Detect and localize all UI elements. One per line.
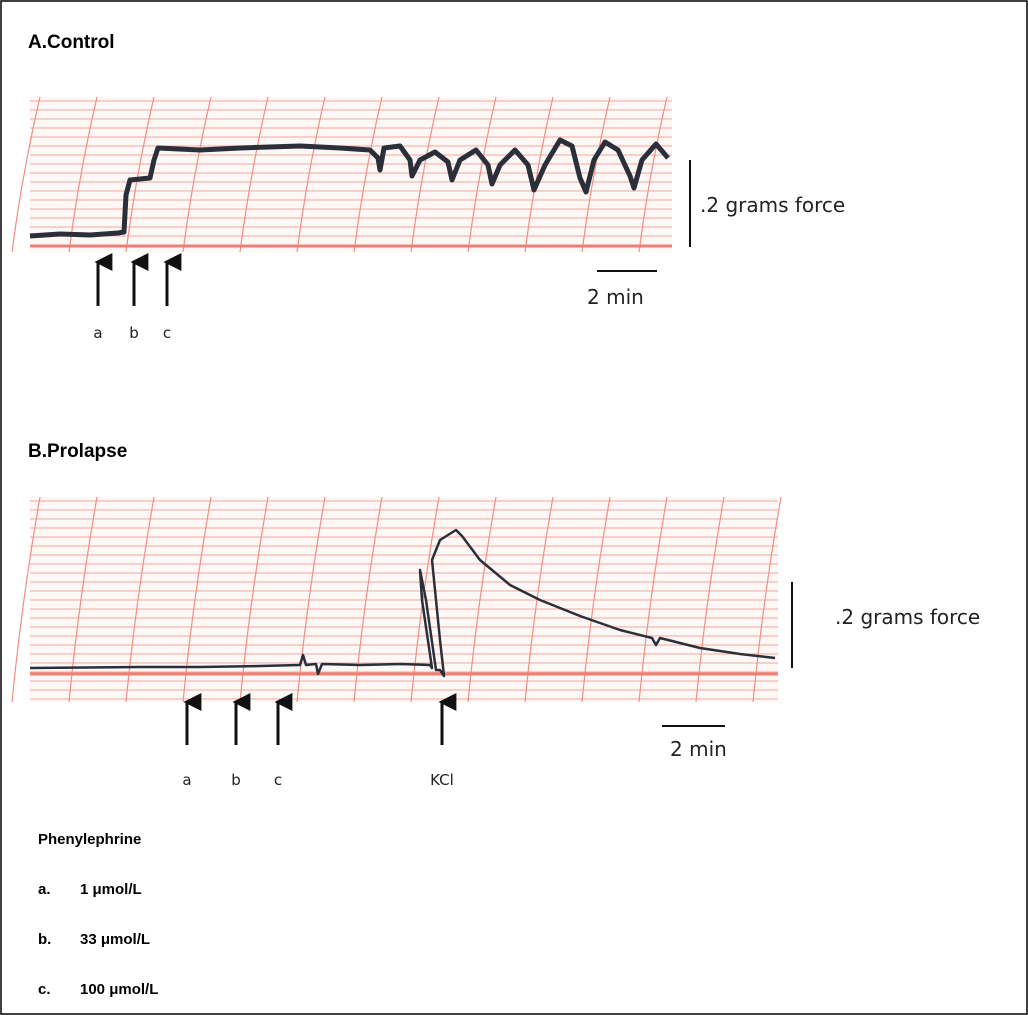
arrow-label: KCl bbox=[430, 771, 454, 789]
legend-text: 1 μmol/L bbox=[80, 881, 142, 898]
panel-title: A.Control bbox=[28, 32, 115, 53]
legend-key: c. bbox=[38, 981, 51, 998]
force-scale-label: .2 grams force bbox=[835, 605, 980, 629]
chart-paper bbox=[12, 97, 672, 252]
figure: A.Control .2 grams force 2 min a b c B.Pro… bbox=[0, 0, 1028, 1015]
arrow-label: a bbox=[182, 771, 191, 789]
panel-title: B.Prolapse bbox=[28, 441, 127, 462]
force-scale-label: .2 grams force bbox=[700, 193, 845, 217]
time-scale-label: 2 min bbox=[670, 737, 727, 761]
legend-text: 33 μmol/L bbox=[80, 931, 150, 948]
arrow-label: a bbox=[93, 324, 102, 342]
time-scale-label: 2 min bbox=[587, 285, 644, 309]
legend-title: Phenylephrine bbox=[38, 831, 141, 848]
arrow-label: b bbox=[129, 324, 139, 342]
legend-key: b. bbox=[38, 931, 51, 948]
arrow-label: b bbox=[231, 771, 241, 789]
arrow-label: c bbox=[274, 771, 282, 789]
arrow-label: c bbox=[163, 324, 171, 342]
legend-text: 100 μmol/L bbox=[80, 981, 158, 998]
chart-paper bbox=[12, 497, 781, 702]
legend-key: a. bbox=[38, 881, 51, 898]
